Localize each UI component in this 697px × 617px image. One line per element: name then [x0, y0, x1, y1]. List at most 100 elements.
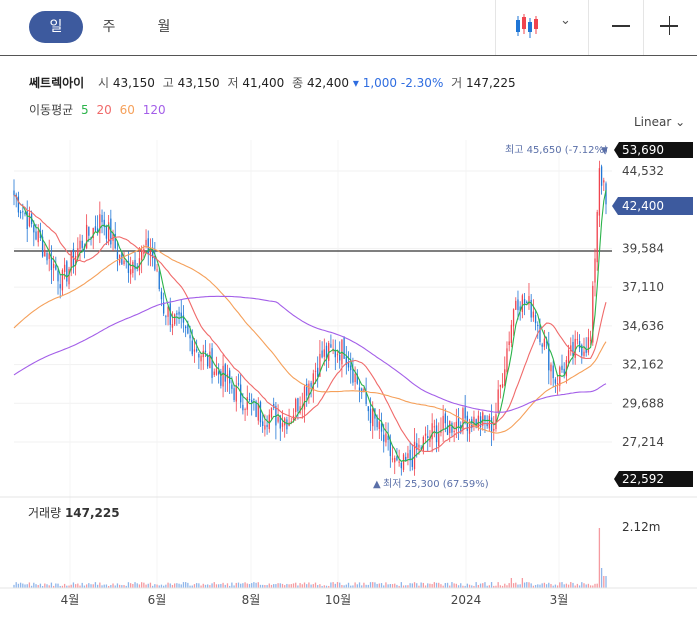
candle-body [380, 423, 383, 432]
candle-body [391, 458, 394, 460]
volume-bar [321, 585, 323, 588]
ma-5[interactable]: 5 [81, 103, 89, 117]
candle-body [363, 388, 365, 392]
candle-body [19, 211, 22, 214]
volume-bar [339, 582, 341, 588]
volume-bar [499, 585, 502, 588]
volume-bar [317, 585, 319, 588]
change-down-icon: ▾ [352, 76, 359, 90]
candle-body [262, 421, 264, 426]
volume-bar [59, 585, 61, 588]
volume-bar [376, 583, 378, 588]
tab-daily[interactable]: 일 [29, 11, 83, 43]
volume-bar [389, 583, 391, 588]
candle-body [598, 168, 601, 216]
volume-bar [273, 584, 275, 588]
candlestick-icon[interactable] [515, 14, 539, 38]
candle-body [385, 433, 387, 443]
candle-body [85, 224, 88, 249]
candle-body [149, 249, 152, 256]
candle-body [592, 285, 594, 343]
candle-body [330, 344, 332, 348]
candle-body [532, 311, 535, 318]
candle-body [457, 418, 460, 427]
candle-body [209, 351, 211, 369]
minus-icon[interactable] [612, 25, 630, 27]
volume-bar [266, 585, 268, 588]
volume-bar [486, 585, 488, 588]
candle-body [389, 439, 391, 457]
volume-bar [257, 582, 259, 588]
y-tick-label: 27,214 [622, 435, 664, 449]
candle-body [171, 324, 174, 328]
candle-body [347, 361, 350, 368]
volume-bar [594, 583, 596, 588]
volume-bar [385, 582, 387, 588]
change-percent: -2.30% [400, 76, 444, 90]
volume-bar [180, 584, 182, 588]
volume-bar [92, 584, 94, 588]
candle-body [433, 426, 435, 428]
volume-bar [409, 583, 411, 588]
candle-body [471, 419, 473, 429]
volume-bar [246, 583, 248, 588]
volume-bar [33, 582, 35, 588]
volume-bar [125, 585, 127, 588]
tab-monthly[interactable]: 월 [157, 19, 171, 35]
candle-body [596, 211, 598, 263]
candle-body [541, 344, 543, 347]
volume-bar [288, 584, 290, 588]
volume-bar [158, 585, 160, 588]
candle-body [37, 230, 39, 243]
volume-bar [94, 582, 97, 588]
volume-bar [198, 583, 200, 588]
candle-body [215, 368, 218, 375]
candle-body [182, 315, 185, 323]
candle-body [103, 219, 105, 228]
volume-bar [361, 585, 363, 588]
volume-bar [52, 585, 55, 588]
volume-bar [167, 582, 169, 588]
volume-bar [66, 585, 68, 588]
volume-bar [240, 583, 242, 588]
volume-bar [521, 578, 524, 588]
candle-body [319, 353, 321, 377]
volume-bar [477, 585, 480, 588]
candle-body [444, 413, 446, 424]
volume-bar [17, 583, 20, 588]
volume-bar [420, 582, 422, 588]
candle-body [116, 252, 119, 260]
volume-bar [264, 585, 266, 588]
volume-bar [262, 584, 264, 588]
volume-bar [484, 582, 486, 588]
scale-selector[interactable]: Linear ⌄ [634, 115, 685, 129]
volume-bar [107, 585, 110, 588]
candle-body [378, 421, 380, 429]
candle-body [306, 383, 308, 396]
high-marker-icon: ▼ [601, 146, 608, 156]
candle-body [600, 166, 603, 186]
candle-body [224, 364, 226, 382]
volume-bar [532, 585, 535, 588]
candle-body [259, 401, 262, 423]
tab-weekly[interactable]: 주 [102, 19, 116, 35]
candle-body [281, 423, 284, 427]
ma-120[interactable]: 120 [142, 103, 166, 117]
candle-body [125, 260, 127, 262]
volume-bar [328, 585, 330, 588]
candle-body [251, 400, 253, 403]
candle-body [581, 345, 583, 356]
ma-60[interactable]: 60 [119, 103, 135, 117]
candle-body [196, 349, 198, 352]
volume-bar [202, 583, 204, 588]
volume-bar [132, 583, 134, 588]
ma-20[interactable]: 20 [96, 103, 112, 117]
volume-bar [345, 584, 347, 588]
chevron-down-icon[interactable]: ⌄ [560, 13, 571, 28]
candle-body [48, 253, 50, 259]
plus-icon-vertical[interactable] [668, 16, 670, 35]
volume-axis-max: 2.12m [622, 520, 660, 534]
volume-bar [352, 585, 354, 588]
candle-body [70, 251, 72, 271]
